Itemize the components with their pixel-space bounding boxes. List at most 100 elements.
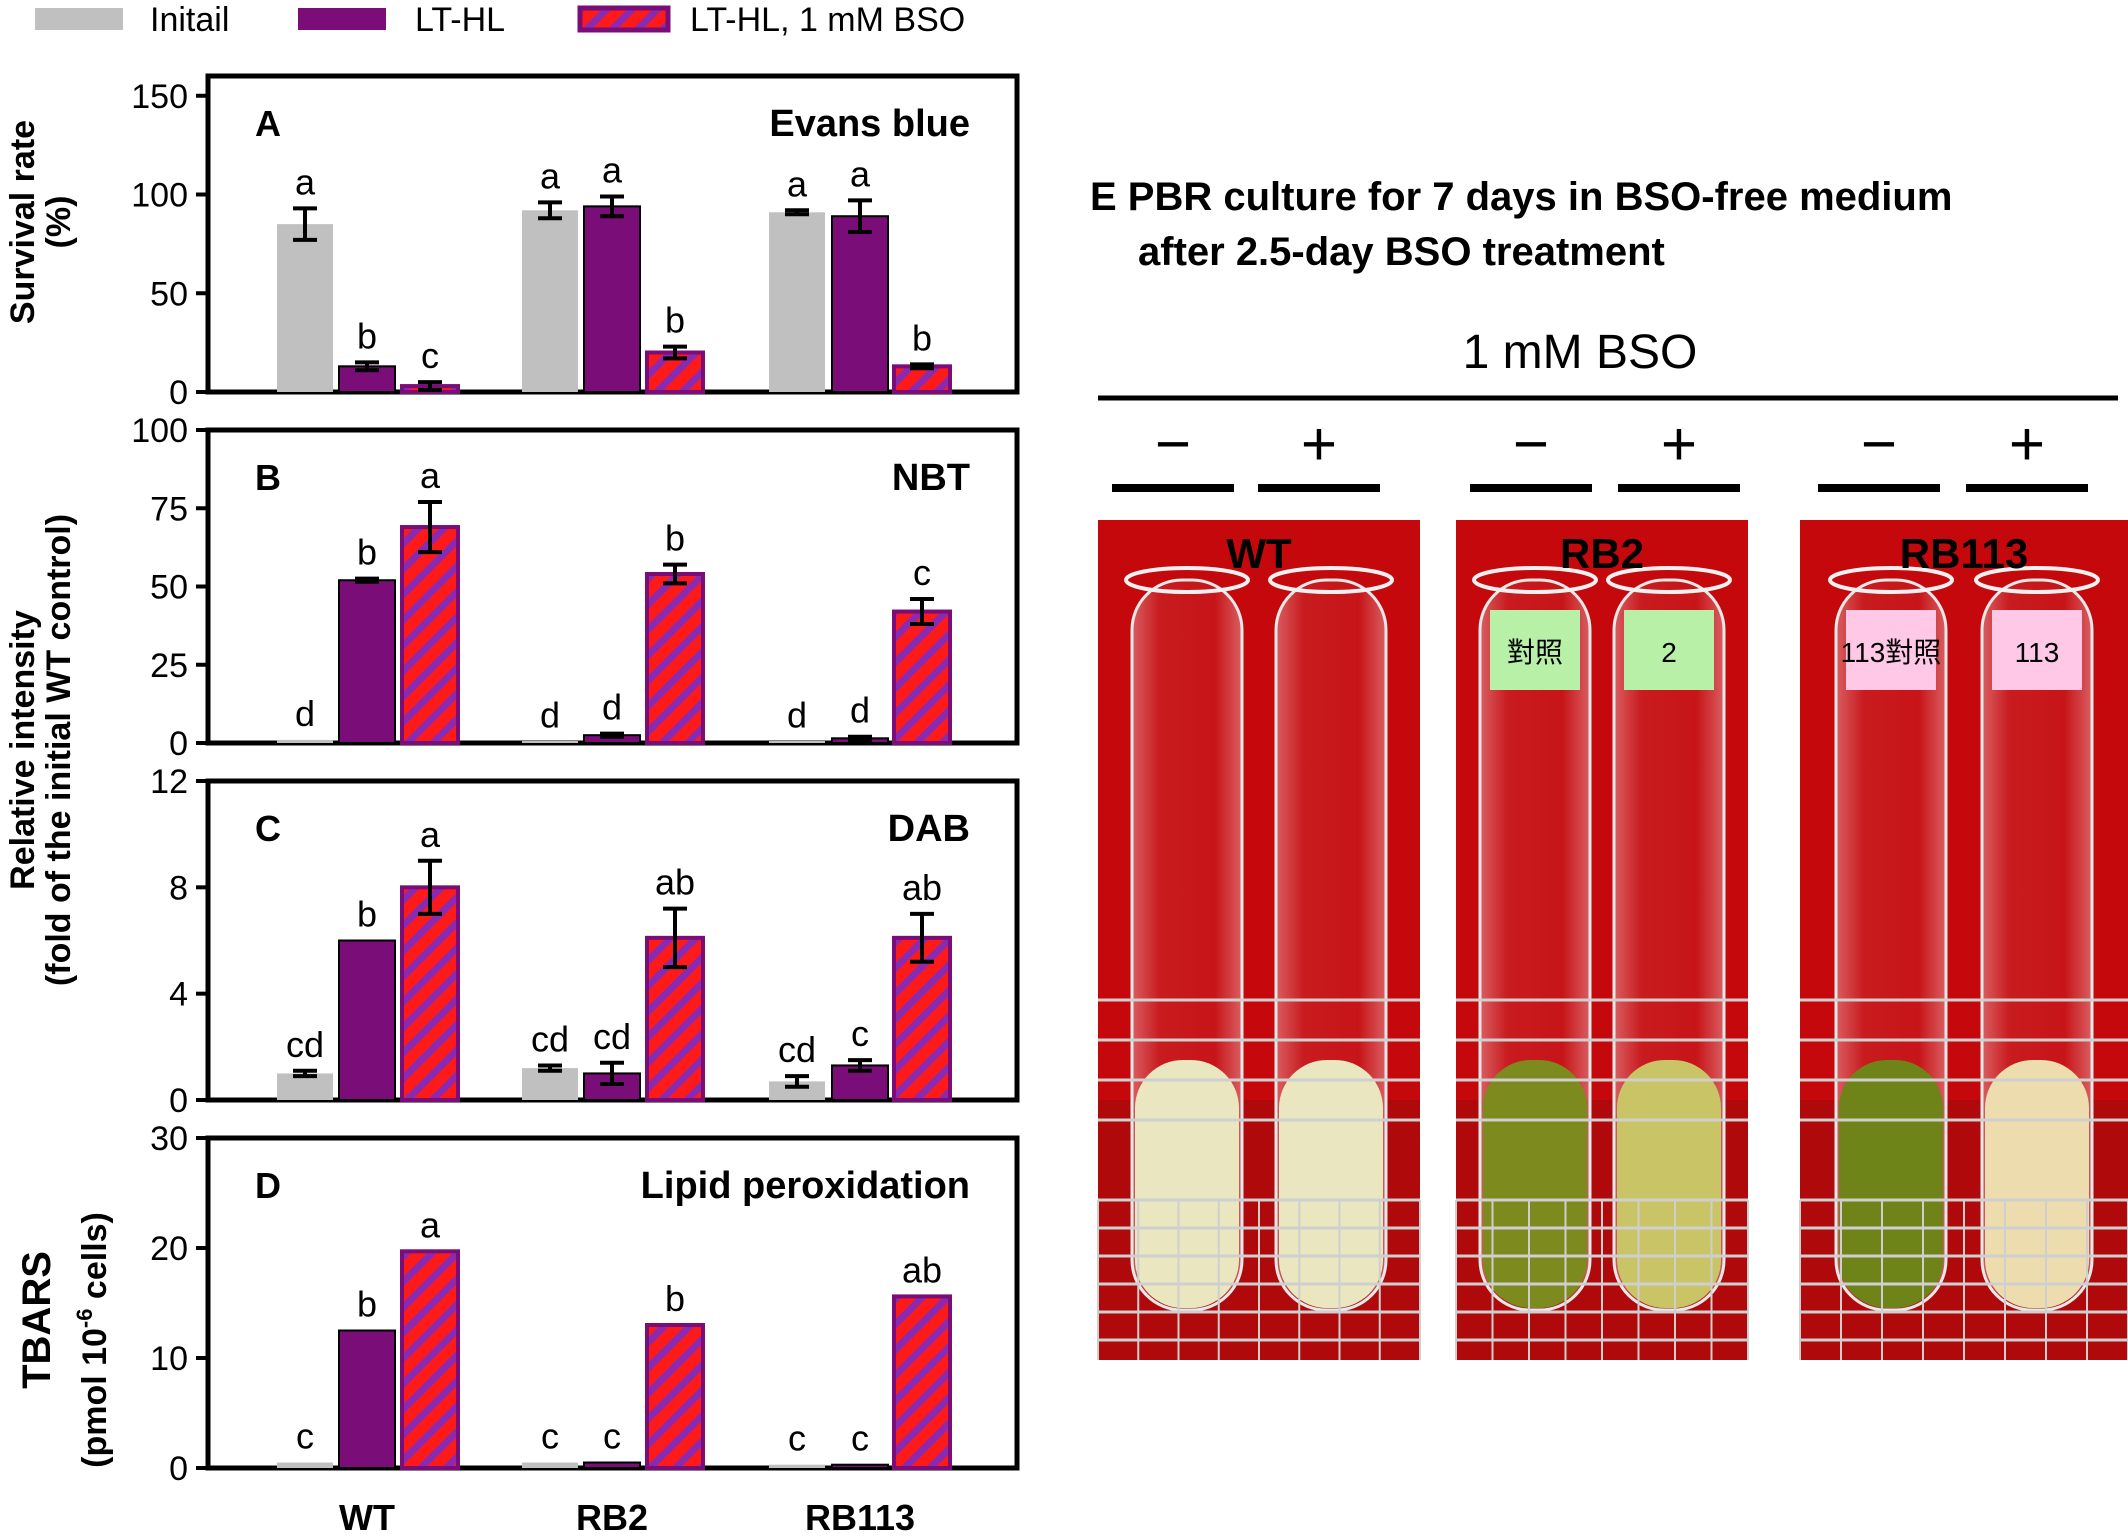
y-tick-label: 30	[150, 1120, 188, 1158]
legend-swatch-initial	[35, 8, 123, 30]
significance-letter: d	[787, 694, 807, 735]
y-tick-label: 0	[169, 1082, 188, 1120]
y-tick-label: 100	[131, 412, 188, 450]
significance-letter: ab	[902, 867, 942, 908]
significance-letter: cd	[778, 1029, 816, 1070]
bar	[769, 212, 825, 392]
culture-liquid	[1617, 1060, 1721, 1308]
significance-letter: ab	[655, 862, 695, 903]
y-axis-titles: Survival rate (%) Relative intensity (fo…	[4, 120, 114, 1468]
bar	[277, 224, 333, 392]
y-tick-label: 0	[169, 1450, 188, 1488]
y-label-d-line2: (pmol 10-6 cells)	[72, 1212, 114, 1468]
minus-sign: −	[1513, 410, 1549, 479]
tube-rim	[1606, 566, 1732, 594]
panel-assay-label: Evans blue	[769, 103, 970, 145]
legend-label-lthl: LT-HL	[415, 1, 505, 39]
significance-letter: a	[850, 153, 871, 194]
x-category-rb2: RB2	[576, 1497, 648, 1536]
significance-letter: c	[296, 1416, 314, 1457]
bar	[831, 1463, 889, 1469]
photo-rb113: 113對照 113 RB113	[1799, 520, 2128, 1360]
tube-rim	[1472, 566, 1598, 594]
culture-photos: WT 對照 2 RB2 113對照 113 RB113	[1097, 520, 2128, 1360]
y-label-a-line2: (%)	[40, 196, 78, 249]
photo-rb2: 對照 2 RB2	[1455, 520, 1749, 1360]
y-label-a-line1: Survival rate	[4, 120, 42, 324]
y-tick-label: 50	[150, 275, 188, 313]
y-tick-label: 0	[169, 374, 188, 412]
culture-liquid	[1135, 1060, 1239, 1308]
strain-label: WT	[1226, 530, 1292, 577]
significance-letter: b	[665, 518, 685, 559]
significance-letter: d	[602, 687, 622, 728]
y-tick-label: 25	[150, 647, 188, 685]
significance-letter: b	[665, 1278, 685, 1319]
bar	[769, 741, 825, 743]
y-tick-label: 8	[169, 869, 188, 907]
significance-letter: b	[357, 315, 377, 356]
significance-letter: ab	[902, 1249, 942, 1290]
y-label-bc-line1: Relative intensity	[4, 610, 42, 890]
tube-tag	[1490, 610, 1580, 690]
legend-label-initial: Initail	[150, 1, 229, 39]
bar	[338, 579, 396, 744]
significance-letter: b	[665, 300, 685, 341]
y-label-d-line1: TBARS	[15, 1251, 59, 1389]
panel-assay-label: DAB	[888, 808, 970, 850]
significance-letter: c	[913, 552, 931, 593]
tube-tag-text: 對照	[1507, 637, 1563, 668]
minus-sign: −	[1155, 410, 1191, 479]
y-tick-label: 150	[131, 78, 188, 116]
significance-letter: c	[788, 1418, 806, 1459]
significance-letter: d	[850, 690, 870, 731]
significance-letter: b	[357, 1284, 377, 1325]
tube-tag-text: 113對照	[1841, 637, 1942, 668]
strain-label: RB2	[1560, 530, 1644, 577]
significance-letter: c	[851, 1418, 869, 1459]
y-tick-label: 0	[169, 725, 188, 763]
plus-sign: +	[1301, 410, 1337, 479]
significance-letter: c	[851, 1013, 869, 1054]
significance-letter: a	[295, 161, 316, 202]
panel-letter: A	[255, 103, 281, 144]
photo-title-line2: after 2.5-day BSO treatment	[1138, 230, 1665, 274]
panel-assay-label: Lipid peroxidation	[641, 1165, 970, 1207]
culture-liquid	[1483, 1060, 1587, 1308]
significance-letter: cd	[286, 1024, 324, 1065]
significance-letter: a	[420, 1204, 441, 1245]
photo-title-line1: E PBR culture for 7 days in BSO-free med…	[1090, 175, 1952, 219]
panel-assay-label: NBT	[892, 457, 970, 499]
tube-tag	[1992, 610, 2082, 690]
minus-sign: −	[1861, 410, 1897, 479]
culture-liquid	[1839, 1060, 1943, 1308]
y-tick-label: 4	[169, 976, 188, 1014]
significance-letter: c	[541, 1416, 559, 1457]
legend-swatch-bso	[577, 5, 671, 33]
y-label-bc-line2: (fold of the initial WT control)	[40, 514, 78, 986]
bar	[645, 571, 705, 745]
significance-letter: d	[540, 694, 560, 735]
significance-letter: a	[420, 455, 441, 496]
x-category-rb113: RB113	[805, 1497, 915, 1536]
significance-letter: b	[357, 532, 377, 573]
bar	[338, 939, 396, 1101]
y-tick-label: 75	[150, 490, 188, 528]
plus-sign: +	[1661, 410, 1697, 479]
bar	[769, 1081, 825, 1100]
y-tick-label: 10	[150, 1340, 188, 1378]
bar	[892, 609, 952, 745]
bar	[522, 1462, 578, 1468]
x-axis-categories: WT RB2 RB113	[339, 1497, 915, 1536]
panel-letter: B	[255, 457, 281, 498]
bar	[338, 1329, 396, 1469]
y-tick-label: 20	[150, 1230, 188, 1268]
y-tick-label: 12	[150, 763, 188, 801]
legend: Initail LT-HL LT-HL, 1 mM BSO	[35, 1, 965, 39]
bar	[831, 215, 889, 393]
significance-letter: a	[420, 814, 441, 855]
